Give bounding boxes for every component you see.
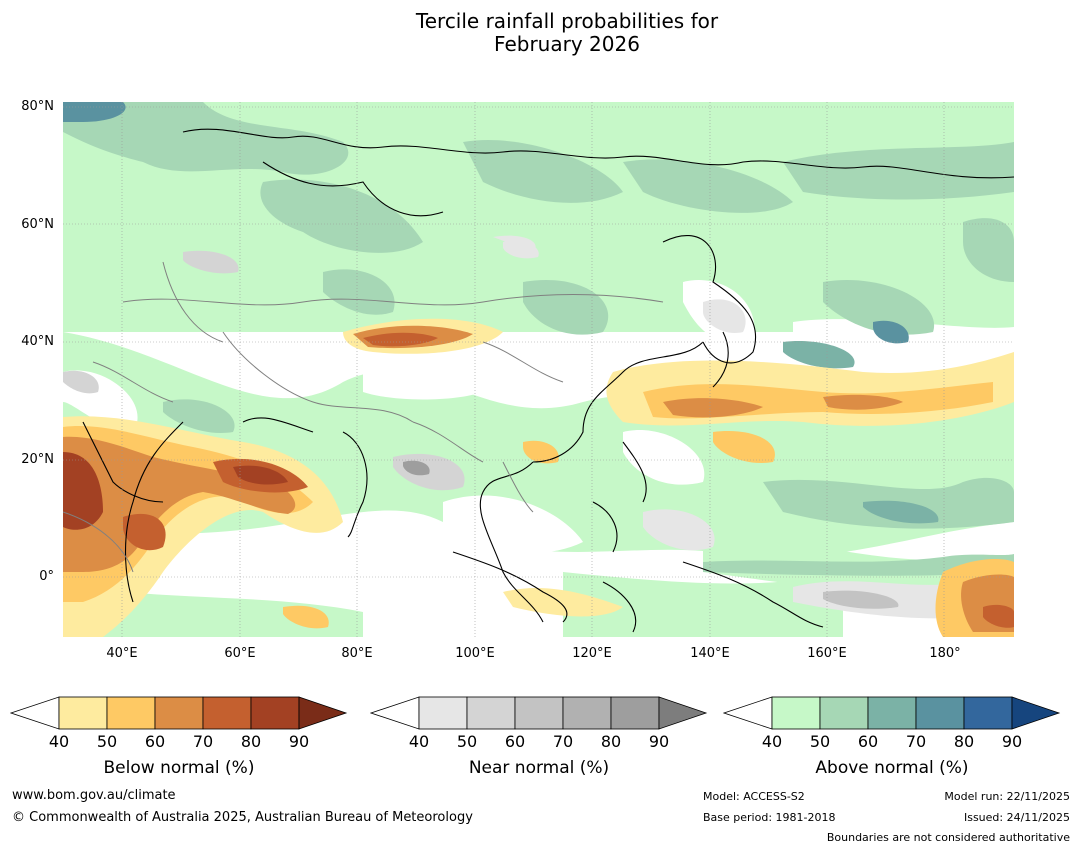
model-name: Model: ACCESS-S2	[703, 790, 805, 803]
below-normal-swatch-0	[10, 696, 60, 730]
issued-date: Issued: 24/11/2025	[963, 811, 1070, 824]
above-normal-swatch-1	[771, 696, 821, 730]
above-normal-swatch-3	[867, 696, 917, 730]
below-tick-80: 80	[240, 732, 262, 751]
near-normal-swatch-6	[658, 696, 708, 730]
copyright-notice: © Commonwealth of Australia 2025, Austra…	[12, 810, 473, 825]
near-tick-60: 60	[504, 732, 526, 751]
near-tick-80: 80	[600, 732, 622, 751]
lon-label-100e: 100°E	[455, 646, 495, 661]
above-tick-90: 90	[1001, 732, 1023, 751]
model-run-date: Model run: 22/11/2025	[944, 790, 1070, 803]
base-period: Base period: 1981-2018	[703, 811, 836, 824]
near-normal-ticks: 40 50 60 70 80 90	[370, 732, 708, 752]
below-normal-swatch-6	[298, 696, 348, 730]
near-normal-swatch-2	[466, 696, 516, 730]
above-normal-swatch-5	[963, 696, 1013, 730]
near-normal-swatch-0	[370, 696, 420, 730]
near-tick-40: 40	[408, 732, 430, 751]
above-normal-swatch-4	[915, 696, 965, 730]
below-normal-swatch-5	[250, 696, 300, 730]
below-tick-40: 40	[48, 732, 70, 751]
lat-label-40n: 40°N	[21, 334, 54, 349]
below-normal-swatch-2	[106, 696, 156, 730]
above-normal-colorbar	[723, 696, 1061, 730]
below-normal-label: Below normal (%)	[103, 758, 255, 778]
lon-label-80e: 80°E	[341, 646, 373, 661]
lat-label-20n: 20°N	[21, 452, 54, 467]
above-tick-80: 80	[953, 732, 975, 751]
map-title: Tercile rainfall probabilities for Febru…	[0, 10, 1081, 56]
above-normal-swatch-6	[1011, 696, 1061, 730]
above-tick-60: 60	[857, 732, 879, 751]
near-tick-90: 90	[648, 732, 670, 751]
below-tick-70: 70	[192, 732, 214, 751]
near-normal-swatch-1	[418, 696, 468, 730]
above-tick-40: 40	[761, 732, 783, 751]
above-tick-70: 70	[905, 732, 927, 751]
lon-label-60e: 60°E	[224, 646, 256, 661]
lon-label-140e: 140°E	[690, 646, 730, 661]
near-normal-label: Near normal (%)	[468, 758, 610, 778]
below-normal-swatch-4	[202, 696, 252, 730]
near-tick-70: 70	[552, 732, 574, 751]
title-line-1: Tercile rainfall probabilities for	[415, 9, 719, 33]
above-normal-swatch-0	[723, 696, 773, 730]
near-normal-swatch-3	[514, 696, 564, 730]
lon-label-160e: 160°E	[807, 646, 847, 661]
lon-label-40e: 40°E	[106, 646, 138, 661]
lon-label-180: 180°	[929, 646, 961, 661]
bom-url-link[interactable]: www.bom.gov.au/climate	[12, 788, 176, 803]
below-normal-ticks: 40 50 60 70 80 90	[10, 732, 348, 752]
rainfall-probability-map	[63, 102, 1014, 637]
lon-label-120e: 120°E	[572, 646, 612, 661]
near-tick-50: 50	[456, 732, 478, 751]
below-tick-90: 90	[288, 732, 310, 751]
lat-label-60n: 60°N	[21, 217, 54, 232]
lat-label-80n: 80°N	[21, 99, 54, 114]
near-normal-swatch-5	[610, 696, 660, 730]
above-tick-50: 50	[809, 732, 831, 751]
below-normal-colorbar	[10, 696, 348, 730]
above-normal-label: Above normal (%)	[815, 758, 969, 778]
title-line-2: February 2026	[494, 32, 640, 56]
boundaries-disclaimer: Boundaries are not considered authoritat…	[826, 831, 1070, 844]
near-normal-colorbar	[370, 696, 708, 730]
below-tick-60: 60	[144, 732, 166, 751]
below-normal-swatch-1	[58, 696, 108, 730]
above-normal-swatch-2	[819, 696, 869, 730]
near-normal-swatch-4	[562, 696, 612, 730]
above-normal-ticks: 40 50 60 70 80 90	[723, 732, 1061, 752]
lat-label-0: 0°	[39, 569, 54, 584]
below-normal-swatch-3	[154, 696, 204, 730]
below-tick-50: 50	[96, 732, 118, 751]
